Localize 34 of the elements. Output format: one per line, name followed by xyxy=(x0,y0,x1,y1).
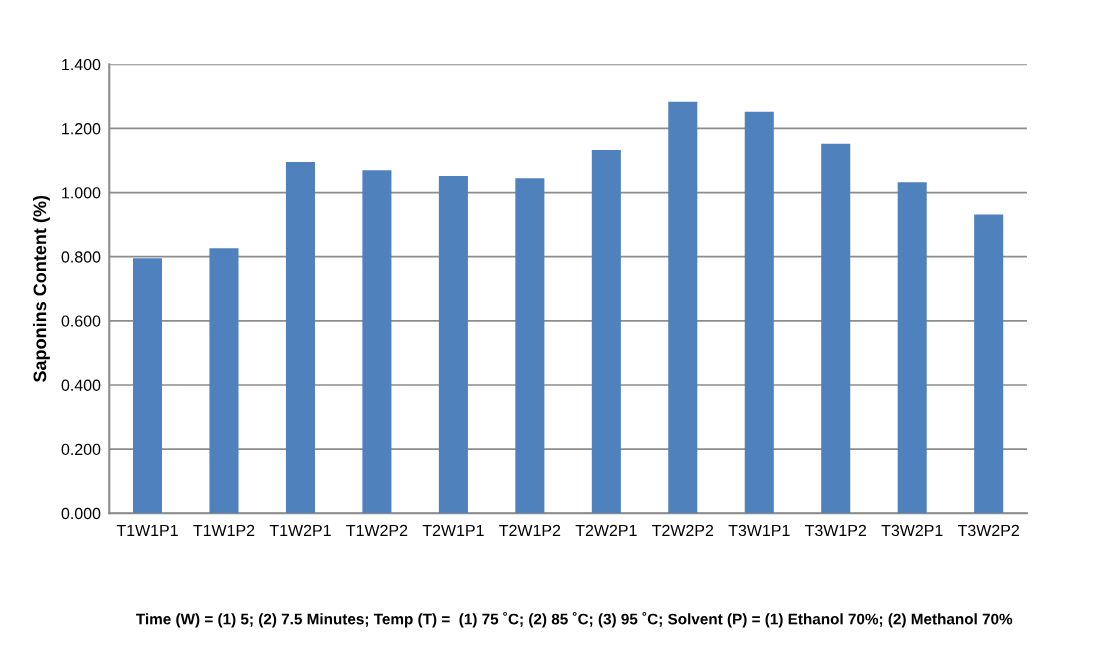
x-tick-label: T1W2P2 xyxy=(346,524,408,536)
x-tick-label: T1W1P2 xyxy=(193,524,255,536)
x-tick-label: T3W2P2 xyxy=(957,524,1019,537)
text: Time (W) = (1) 5; (2) 7.5 Minutes; Temp (T) = (1) 75 ˚C; (2) 85 ˚C; (3) 95 ˚C; Solvent (P) = (1) Ethanol 70%; (2) Methanol 70% xyxy=(136,612,1013,628)
y-tick-label: 1.400 xyxy=(62,58,101,71)
x-tick-label: T2W1P1 xyxy=(422,524,484,536)
bar xyxy=(438,175,468,514)
bar xyxy=(132,258,163,514)
bar xyxy=(897,182,927,514)
y-tick-label: 0.000 xyxy=(61,507,101,520)
y-tick-label: 1.200 xyxy=(62,123,101,135)
bar xyxy=(362,170,392,514)
bar xyxy=(821,143,851,514)
x-tick-label: T3W1P2 xyxy=(805,524,867,537)
bar xyxy=(668,101,698,514)
bar xyxy=(591,149,621,514)
y-axis-title: Saponins Content (%) xyxy=(33,195,50,383)
x-tick-label: T3W1P1 xyxy=(728,524,790,537)
bar xyxy=(285,162,315,514)
bar xyxy=(744,111,774,514)
bar xyxy=(209,248,239,514)
y-tick-label: 0.200 xyxy=(61,443,101,456)
y-tick-label: 1.000 xyxy=(62,187,101,199)
x-tick-label: T2W2P2 xyxy=(652,524,714,536)
x-tick-label: T1W1P1 xyxy=(116,524,178,536)
x-tick-label: T2W1P2 xyxy=(499,524,561,536)
y-tick-label: 0.800 xyxy=(61,251,101,263)
bar xyxy=(515,178,545,514)
x-tick-label: T3W2P1 xyxy=(881,524,943,537)
bar xyxy=(974,214,1004,514)
y-tick-label: 0.400 xyxy=(61,379,101,391)
x-tick-label: T1W2P1 xyxy=(269,524,331,536)
y-tick-label: 0.600 xyxy=(61,315,101,327)
x-tick-label: T2W2P1 xyxy=(575,524,637,536)
